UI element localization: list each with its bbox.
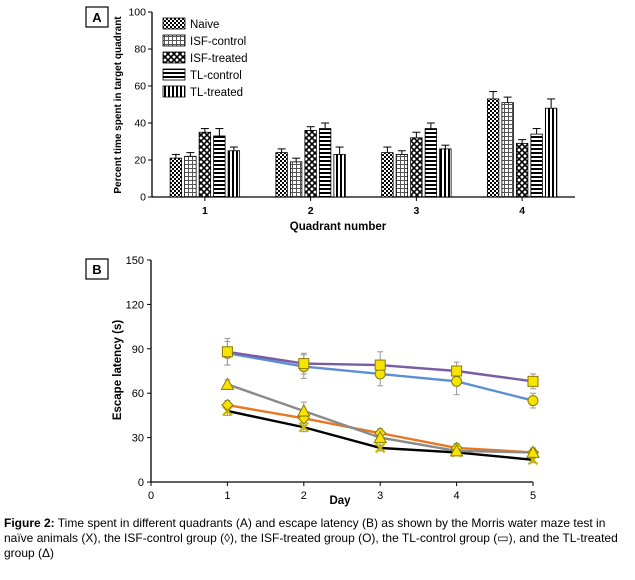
data-point-triangle bbox=[296, 403, 311, 417]
y-axis-label: Percent time spent in target quadrant bbox=[113, 16, 124, 194]
legend-label: TL-control bbox=[190, 70, 242, 82]
x-tick-label: 1 bbox=[224, 490, 230, 502]
bar bbox=[381, 152, 394, 198]
y-tick-label: 150 bbox=[126, 255, 144, 267]
legend-label: TL-treated bbox=[190, 87, 243, 99]
legend-label: Naive bbox=[190, 19, 219, 31]
x-tick-label: 3 bbox=[413, 205, 419, 217]
bar bbox=[439, 148, 452, 198]
x-tick-label: 2 bbox=[308, 205, 314, 217]
data-point-square bbox=[298, 358, 310, 370]
y-tick-label: 120 bbox=[126, 299, 144, 311]
bar bbox=[184, 155, 197, 198]
bar bbox=[486, 98, 500, 198]
bar bbox=[169, 157, 183, 198]
data-point-square bbox=[527, 375, 539, 387]
bar bbox=[289, 161, 303, 198]
x-tick-label: 2 bbox=[301, 490, 307, 502]
bar bbox=[333, 154, 346, 198]
y-axis-label: Escape latency (s) bbox=[112, 320, 124, 421]
y-tick-label: 20 bbox=[134, 155, 146, 167]
x-tick-label: 3 bbox=[377, 490, 383, 502]
data-point-triangle bbox=[373, 430, 388, 444]
legend-swatch bbox=[162, 34, 186, 47]
bar bbox=[501, 102, 514, 198]
x-axis-label: Quadrant number bbox=[290, 221, 387, 233]
panel-b: B Escape latency (s) Day 0 30 60 90 120 150 0 1… bbox=[85, 255, 540, 507]
y-tick-label: 0 bbox=[138, 477, 144, 489]
data-point-circle bbox=[451, 375, 463, 387]
legend-label: ISF-treated bbox=[190, 53, 248, 65]
plot-area-b: 0 30 60 90 120 150 0 1 2 3 4 5 bbox=[126, 255, 540, 502]
panel-b-label-box bbox=[85, 258, 109, 280]
x-tick-label: 4 bbox=[454, 490, 460, 502]
bar bbox=[395, 154, 409, 198]
bar bbox=[198, 131, 212, 198]
data-point-x bbox=[374, 442, 386, 454]
bar bbox=[227, 150, 241, 198]
caption-text: Time spent in different quadrants (A) an… bbox=[4, 516, 618, 560]
x-tick-label: 4 bbox=[519, 205, 525, 217]
legend-swatch bbox=[162, 85, 186, 98]
bar bbox=[213, 135, 226, 198]
plot-area-a: 0 20 40 60 80 100 1 2 3 4 Naive ISF-control ISF-trea… bbox=[128, 7, 575, 217]
data-point-diamond bbox=[221, 398, 234, 412]
figure-caption: Figure 2: Time spent in different quadra… bbox=[4, 516, 630, 561]
bar bbox=[530, 133, 543, 198]
legend-label: ISF-control bbox=[190, 36, 246, 48]
data-point-square bbox=[221, 346, 233, 358]
x-tick-label: 1 bbox=[202, 205, 208, 217]
data-point-square bbox=[451, 365, 463, 377]
panel-b-label: B bbox=[92, 262, 101, 277]
data-point-circle bbox=[527, 395, 539, 407]
y-tick-label: 80 bbox=[134, 44, 146, 56]
panel-a-label-box bbox=[85, 6, 109, 28]
x-tick-label: 5 bbox=[530, 490, 536, 502]
legend-swatch bbox=[162, 68, 186, 81]
data-point-x bbox=[298, 421, 310, 433]
legend-swatch bbox=[162, 51, 186, 64]
data-point-triangle bbox=[526, 445, 540, 458]
x-tick-label: 0 bbox=[148, 490, 154, 502]
data-point-triangle bbox=[449, 443, 464, 457]
y-tick-label: 40 bbox=[134, 118, 146, 130]
y-tick-label: 60 bbox=[134, 81, 146, 93]
y-tick-label: 30 bbox=[132, 433, 144, 445]
bar bbox=[318, 128, 332, 198]
bar bbox=[424, 128, 438, 198]
data-point-triangle bbox=[220, 377, 235, 390]
x-axis-label: Day bbox=[329, 495, 351, 507]
bar bbox=[275, 152, 288, 198]
panel-a-label: A bbox=[92, 10, 102, 25]
bar bbox=[544, 107, 558, 198]
y-tick-label: 100 bbox=[128, 7, 146, 19]
y-tick-label: 60 bbox=[132, 388, 144, 400]
caption-label: Figure 2: bbox=[4, 516, 55, 530]
bar bbox=[304, 129, 317, 198]
y-tick-label: 0 bbox=[140, 192, 146, 204]
bar bbox=[515, 142, 529, 198]
data-point-square bbox=[374, 359, 386, 371]
panel-a: A Percent time spent in target quadrant … bbox=[85, 6, 575, 233]
bar bbox=[410, 137, 423, 198]
y-tick-label: 90 bbox=[132, 344, 144, 356]
legend-swatch bbox=[162, 17, 186, 30]
